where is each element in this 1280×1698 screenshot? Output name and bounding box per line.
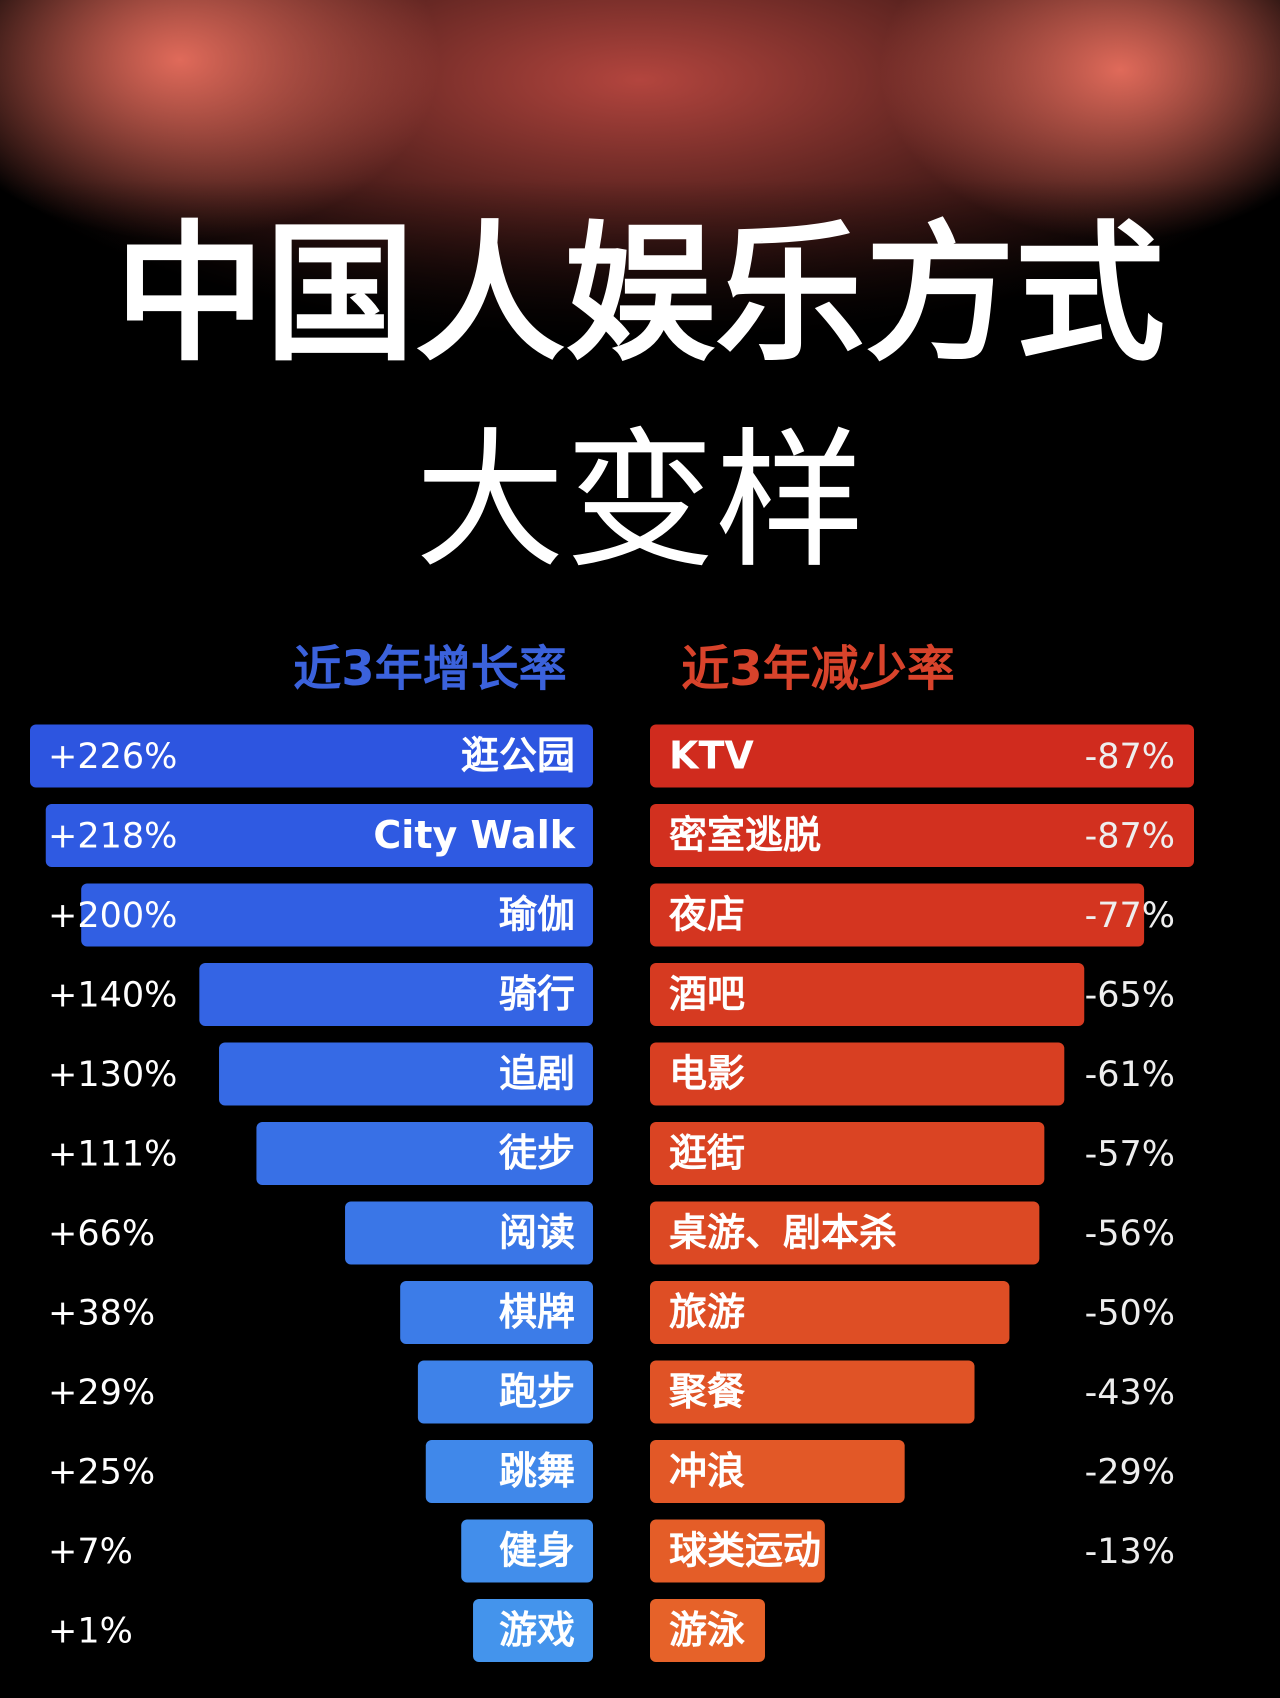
category-label: 逛公园 bbox=[461, 734, 575, 778]
chart-title: 近3年增长率 bbox=[293, 641, 566, 697]
bar bbox=[650, 883, 1145, 947]
bar bbox=[650, 1519, 825, 1583]
value-label: +25% bbox=[48, 1453, 155, 1493]
stage-glow bbox=[0, 0, 440, 240]
category-label: 聚餐 bbox=[668, 1370, 745, 1414]
bar bbox=[81, 883, 593, 947]
bar bbox=[650, 1360, 975, 1424]
category-label: 健身 bbox=[499, 1529, 575, 1573]
category-label: City Walk bbox=[373, 813, 575, 857]
category-label: 游泳 bbox=[669, 1608, 745, 1652]
bar bbox=[650, 1599, 765, 1662]
bar bbox=[650, 1281, 1010, 1344]
value-label: +66% bbox=[48, 1214, 155, 1254]
bar bbox=[650, 724, 1194, 788]
bar bbox=[345, 1201, 593, 1265]
title: 中国人娱乐方式 bbox=[115, 208, 1165, 382]
stage-glow bbox=[880, 0, 1280, 240]
category-label: 骑行 bbox=[499, 972, 575, 1016]
bar bbox=[417, 1360, 593, 1424]
value-label: -57% bbox=[1085, 1135, 1175, 1175]
bar bbox=[461, 1519, 593, 1583]
value-label: +38% bbox=[48, 1294, 155, 1334]
value-label: -56% bbox=[1085, 1214, 1175, 1254]
category-label: 密室逃脱 bbox=[669, 813, 821, 857]
value-label: -87% bbox=[1085, 737, 1175, 777]
value-label: -77% bbox=[1085, 896, 1175, 936]
bar bbox=[45, 804, 594, 867]
category-label: 徒步 bbox=[498, 1131, 575, 1175]
bar bbox=[650, 804, 1194, 867]
category-label: KTV bbox=[669, 734, 754, 778]
fade bbox=[0, 180, 1280, 380]
bar bbox=[650, 1122, 1045, 1185]
value-label: -87% bbox=[1085, 817, 1175, 857]
bar bbox=[400, 1281, 593, 1344]
category-label: 冲浪 bbox=[669, 1449, 745, 1493]
bar bbox=[650, 1440, 905, 1503]
category-label: 旅游 bbox=[669, 1290, 745, 1334]
value-label: +29% bbox=[48, 1373, 155, 1413]
category-label: 游戏 bbox=[499, 1608, 575, 1652]
value-label: +111% bbox=[48, 1135, 177, 1175]
value-label: +140% bbox=[48, 976, 177, 1016]
bar bbox=[30, 724, 593, 788]
value-label: +218% bbox=[48, 817, 177, 857]
bar bbox=[425, 1440, 593, 1503]
category-label: 阅读 bbox=[499, 1211, 575, 1255]
category-label: 棋牌 bbox=[499, 1290, 575, 1334]
bar bbox=[650, 1042, 1065, 1106]
category-label: 追剧 bbox=[499, 1052, 575, 1096]
value-label: +7% bbox=[48, 1532, 133, 1572]
category-label: 电影 bbox=[669, 1052, 745, 1096]
bar bbox=[256, 1122, 593, 1185]
category-label: 跑步 bbox=[499, 1370, 575, 1414]
value-label: +226% bbox=[48, 737, 177, 777]
value-label: +130% bbox=[48, 1055, 177, 1095]
bar bbox=[219, 1042, 593, 1106]
value-label: -13% bbox=[1085, 1532, 1175, 1572]
category-label: 桌游、剧本杀 bbox=[669, 1211, 897, 1255]
bar bbox=[473, 1599, 593, 1662]
category-label: 球类运动 bbox=[669, 1529, 821, 1573]
value-label: -50% bbox=[1085, 1294, 1175, 1334]
value-label: -65% bbox=[1085, 976, 1175, 1016]
chart-title: 近3年减少率 bbox=[681, 641, 954, 697]
subtitle: 大变样 bbox=[415, 415, 865, 589]
bar bbox=[650, 1201, 1040, 1265]
category-label: 跳舞 bbox=[499, 1449, 575, 1493]
category-label: 逛街 bbox=[669, 1131, 745, 1175]
category-label: 瑜伽 bbox=[499, 893, 575, 937]
bar bbox=[650, 963, 1085, 1026]
bar bbox=[199, 963, 593, 1026]
value-label: +1% bbox=[48, 1612, 133, 1652]
value-label: -61% bbox=[1085, 1055, 1175, 1095]
value-label: -43% bbox=[1085, 1373, 1175, 1413]
category-label: 夜店 bbox=[668, 893, 745, 937]
value-label: +200% bbox=[48, 896, 177, 936]
category-label: 酒吧 bbox=[669, 972, 745, 1016]
value-label: -29% bbox=[1085, 1453, 1175, 1493]
